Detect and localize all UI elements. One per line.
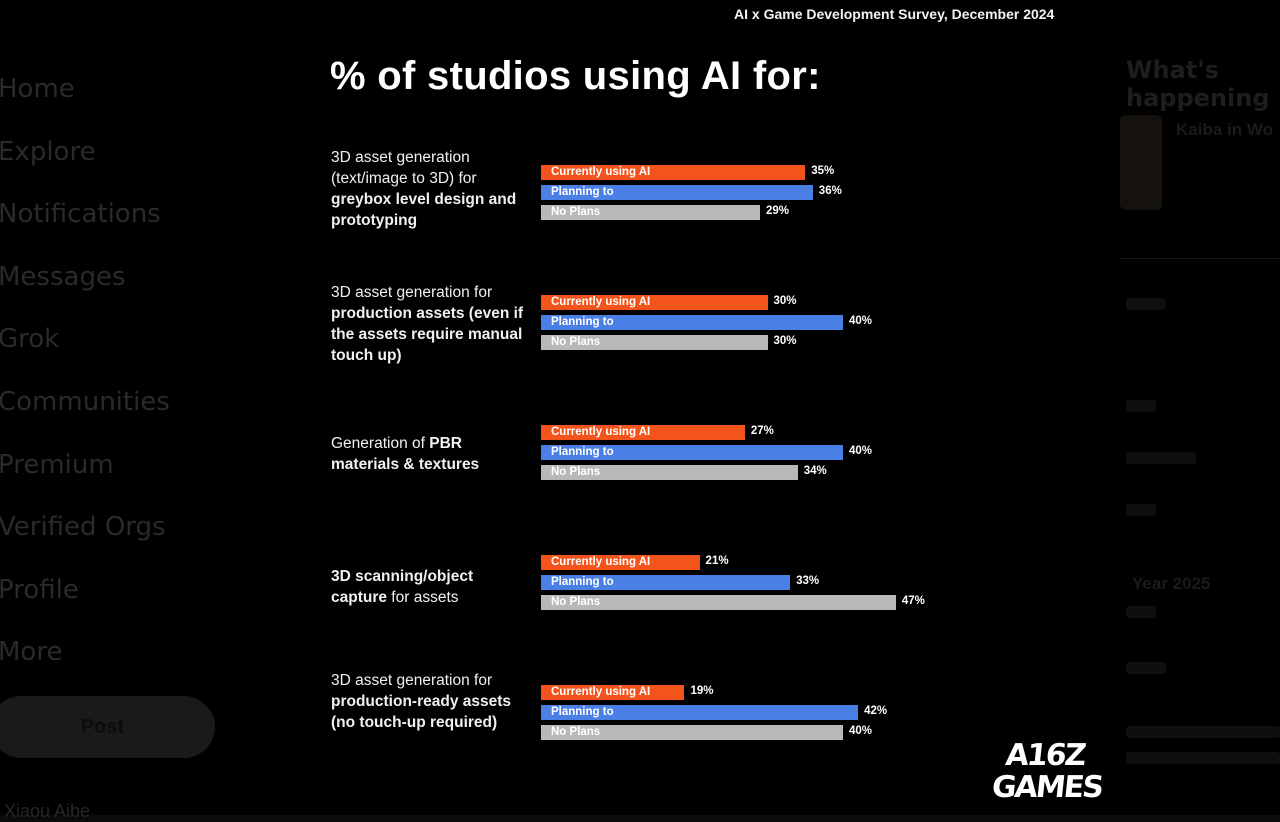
- bar-series-label: Currently using AI: [551, 686, 651, 698]
- nav-item-explore[interactable]: Explore: [0, 136, 96, 167]
- bar-value-label: 30%: [773, 295, 797, 307]
- nav-item-profile[interactable]: Profile: [0, 574, 79, 605]
- bar-value-label: 35%: [811, 165, 835, 177]
- trend-placeholder-line: [1126, 298, 1166, 310]
- bar-value-label: 42%: [864, 705, 888, 717]
- trend-placeholder-line: [1126, 400, 1156, 412]
- bar-series-label: No Plans: [551, 206, 601, 218]
- bar-no-plans: [541, 595, 896, 610]
- whats-happening-heading: What's happening: [1126, 56, 1270, 112]
- category-label: 3D asset generation (text/image to 3D) f…: [331, 149, 517, 229]
- bar-value-label: 40%: [849, 725, 873, 737]
- logo-line-2: GAMES: [990, 770, 1104, 805]
- bar-series-label: Planning to: [551, 316, 614, 328]
- chart-title: % of studios using AI for:: [330, 54, 821, 98]
- bar-currently-using-ai: [541, 425, 745, 440]
- bar-value-label: 40%: [849, 315, 873, 327]
- bar-planning-to: [541, 705, 859, 720]
- bar-series-label: Currently using AI: [551, 556, 651, 568]
- bar-value-label: 19%: [690, 685, 714, 697]
- bar-series-label: No Plans: [551, 336, 601, 348]
- nav-item-notifications[interactable]: Notifications: [0, 199, 161, 230]
- bar-series-label: Planning to: [551, 706, 614, 718]
- bar-currently-using-ai: [541, 685, 685, 700]
- category-label: 3D scanning/object capture for assets: [331, 568, 474, 606]
- bar-value-label: 30%: [773, 335, 797, 347]
- nav-item-home[interactable]: Home: [0, 74, 75, 104]
- post-button[interactable]: Post: [0, 696, 215, 758]
- bar-series-label: Currently using AI: [551, 426, 651, 438]
- trend-divider: [1120, 258, 1280, 259]
- account-name[interactable]: Xiaou Aibe: [4, 801, 91, 821]
- trend-placeholder-line: [1126, 606, 1156, 618]
- nav-item-premium[interactable]: Premium: [0, 449, 114, 480]
- bar-planning-to: [541, 575, 791, 590]
- bar-currently-using-ai: [541, 555, 700, 570]
- infographic-panel: [285, 0, 1120, 815]
- bar-series-label: No Plans: [551, 726, 601, 738]
- bar-series-label: No Plans: [551, 596, 601, 608]
- trend-placeholder-line: [1126, 452, 1196, 464]
- nav-item-communities[interactable]: Communities: [0, 387, 170, 417]
- bar-planning-to: [541, 185, 813, 200]
- bar-value-label: 36%: [818, 185, 842, 197]
- bar-no-plans: [541, 335, 768, 350]
- nav-item-grok[interactable]: Grok: [0, 324, 60, 355]
- bar-no-plans: [541, 205, 760, 220]
- bar-value-label: 34%: [803, 465, 827, 477]
- bar-currently-using-ai: [541, 295, 768, 310]
- bar-series-label: No Plans: [551, 466, 601, 478]
- logo-line-1: A16Z: [1003, 738, 1087, 773]
- trend-year[interactable]: Year 2025: [1132, 574, 1211, 593]
- bar-value-label: 47%: [901, 595, 925, 607]
- trend-thumbnail[interactable]: [1120, 115, 1162, 210]
- bar-series-label: Planning to: [551, 576, 614, 588]
- bar-value-label: 33%: [796, 575, 820, 587]
- bar-series-label: Planning to: [551, 186, 614, 198]
- bar-value-label: 27%: [750, 425, 774, 437]
- bar-currently-using-ai: [541, 165, 806, 180]
- category-label: 3D asset generation for production-ready…: [331, 672, 512, 731]
- bar-value-label: 29%: [765, 205, 789, 217]
- trend-title[interactable]: Kaiba in Wo: [1176, 120, 1273, 139]
- nav-item-verified-orgs[interactable]: Verified Orgs: [0, 512, 166, 543]
- category-label: 3D asset generation for production asset…: [331, 284, 524, 364]
- bar-series-label: Currently using AI: [551, 166, 651, 178]
- trend-placeholder-line: [1126, 662, 1166, 674]
- bar-value-label: 40%: [849, 445, 873, 457]
- bar-series-label: Currently using AI: [551, 296, 651, 308]
- a16z-games-logo: A16Z GAMES: [990, 738, 1104, 806]
- trend-placeholder-line: [1126, 726, 1280, 738]
- bar-planning-to: [541, 445, 843, 460]
- bar-value-label: 21%: [705, 555, 729, 567]
- bar-no-plans: [541, 725, 843, 740]
- bar-no-plans: [541, 465, 798, 480]
- nav-item-more[interactable]: More: [0, 637, 63, 668]
- nav-item-messages[interactable]: Messages: [0, 261, 126, 292]
- bar-series-label: Planning to: [551, 446, 614, 458]
- survey-caption: AI x Game Development Survey, December 2…: [734, 6, 1055, 22]
- bar-planning-to: [541, 315, 843, 330]
- trend-placeholder-line: [1126, 752, 1280, 764]
- trend-placeholder-line: [1126, 504, 1156, 516]
- category-label: Generation of PBR materials & textures: [331, 435, 480, 473]
